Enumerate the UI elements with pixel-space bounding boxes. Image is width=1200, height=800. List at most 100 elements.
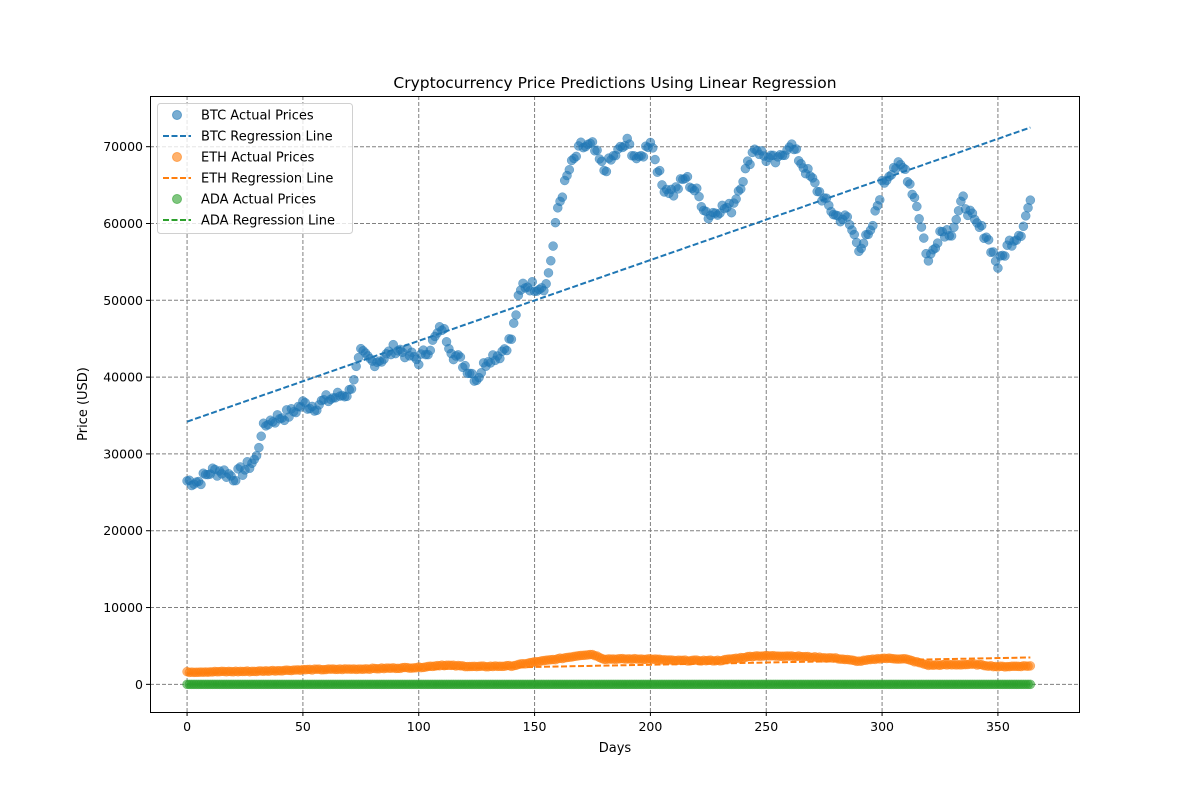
btc-actual-prices-point xyxy=(745,159,755,170)
legend-marker xyxy=(172,152,182,162)
y-tick-label: 0 xyxy=(135,677,143,692)
btc-actual-prices-point xyxy=(571,151,582,162)
btc-actual-prices-point xyxy=(951,214,961,225)
y-axis-label: Price (USD) xyxy=(76,367,91,441)
btc-actual-prices-point xyxy=(791,144,802,154)
btc-actual-prices-point xyxy=(548,241,558,251)
btc-actual-prices-point xyxy=(726,207,737,218)
btc-actual-prices-point xyxy=(650,154,660,165)
btc-actual-prices-point xyxy=(601,166,612,177)
btc-actual-prices-point xyxy=(868,220,878,231)
btc-actual-prices-point xyxy=(673,184,683,194)
legend: BTC Actual Prices BTC Regression Line ETH … xyxy=(157,103,353,234)
btc-actual-prices-point xyxy=(914,214,924,224)
btc-actual-prices-point xyxy=(511,310,521,320)
btc-actual-prices-point xyxy=(638,152,649,162)
y-tick-label: 70000 xyxy=(103,139,143,154)
eth-actual-prices-point xyxy=(1025,661,1036,671)
btc-actual-prices-point xyxy=(932,238,943,248)
btc-actual-prices-point xyxy=(682,171,693,182)
btc-actual-prices-point xyxy=(810,177,820,188)
btc-regression-line xyxy=(186,126,1031,423)
y-tick-label: 10000 xyxy=(103,600,143,615)
btc-actual-prices-point xyxy=(587,137,598,147)
btc-actual-prices-point xyxy=(506,334,517,345)
btc-actual-prices-point xyxy=(550,217,561,228)
btc-actual-prices-point xyxy=(546,256,556,266)
plot-series xyxy=(182,126,1036,690)
x-tick-label: 250 xyxy=(754,719,778,734)
btc-actual-prices-point xyxy=(425,345,436,356)
btc-actual-prices-point xyxy=(858,238,869,249)
btc-actual-prices-point xyxy=(976,220,987,231)
btc-actual-prices-point xyxy=(875,195,885,205)
y-tick-label: 60000 xyxy=(103,216,143,231)
x-tick-label: 50 xyxy=(295,719,311,734)
btc-actual-prices-point xyxy=(983,235,994,245)
btc-actual-prices-point xyxy=(691,183,702,193)
x-tick-label: 200 xyxy=(638,719,662,734)
x-tick-label: 0 xyxy=(183,719,191,734)
legend-label: BTC Regression Line xyxy=(201,130,333,145)
btc-actual-prices-point xyxy=(564,164,575,175)
btc-actual-prices-point xyxy=(557,192,568,202)
x-axis-label: Days xyxy=(599,741,632,756)
btc-actual-prices-point xyxy=(647,143,658,153)
y-tick-label: 40000 xyxy=(103,370,143,385)
btc-actual-prices-point xyxy=(905,179,915,189)
btc-actual-prices-point xyxy=(1025,195,1036,205)
legend-marker xyxy=(172,110,182,120)
legend-label: ETH Actual Prices xyxy=(201,151,315,166)
btc-actual-prices-point xyxy=(455,352,466,362)
btc-actual-prices-point xyxy=(413,359,424,370)
x-tick-label: 150 xyxy=(523,719,547,734)
y-tick-label: 20000 xyxy=(103,523,143,538)
btc-actual-prices-point xyxy=(916,222,927,232)
btc-actual-prices-point xyxy=(592,145,602,156)
btc-actual-prices-point xyxy=(912,201,922,212)
btc-actual-prices-point xyxy=(1016,231,1026,242)
btc-actual-prices-point xyxy=(958,191,968,201)
legend-label: ADA Regression Line xyxy=(201,214,335,229)
btc-actual-prices-point xyxy=(543,268,554,278)
x-tick-label: 350 xyxy=(986,719,1010,734)
btc-actual-prices-point xyxy=(508,318,519,328)
btc-actual-prices-point xyxy=(541,279,551,289)
btc-actual-prices-point xyxy=(251,451,262,461)
btc-actual-prices-point xyxy=(1020,211,1031,221)
btc-actual-prices-point xyxy=(654,165,665,176)
btc-actual-prices-point xyxy=(1000,251,1010,261)
btc-actual-prices-point xyxy=(909,192,920,203)
plot-frame xyxy=(150,96,1080,713)
btc-actual-prices-point xyxy=(502,345,512,356)
eth-regression-line xyxy=(187,656,1031,675)
ticks: 0 50 100 150 200 250 300 350 0 10000 20000 30000 400… xyxy=(103,139,1010,734)
btc-actual-prices-point xyxy=(346,384,357,394)
x-tick-label: 300 xyxy=(870,719,894,734)
btc-actual-prices-point xyxy=(849,229,860,240)
legend-label: BTC Actual Prices xyxy=(201,109,314,124)
btc-actual-prices-point xyxy=(254,442,264,453)
btc-actual-prices-point xyxy=(476,367,487,378)
eth-actual-prices xyxy=(182,649,1036,678)
btc-actual-prices-point xyxy=(919,233,929,243)
y-tick-label: 30000 xyxy=(103,446,143,461)
btc-actual-prices-point xyxy=(527,277,538,287)
btc-actual-prices-point xyxy=(946,231,957,241)
btc-actual-prices-point xyxy=(1018,221,1029,232)
y-tick-label: 50000 xyxy=(103,293,143,308)
btc-actual-prices-point xyxy=(256,431,266,441)
chart-title: Cryptocurrency Price Predictions Using L… xyxy=(393,74,836,92)
btc-actual-prices-point xyxy=(668,191,679,201)
btc-actual-prices xyxy=(182,133,1036,491)
btc-actual-prices-point xyxy=(230,475,241,486)
legend-label: ADA Actual Prices xyxy=(201,193,316,208)
btc-actual-prices-point xyxy=(731,194,741,204)
btc-actual-prices-point xyxy=(196,479,206,490)
legend-box xyxy=(157,103,353,234)
legend-marker xyxy=(172,194,182,204)
x-tick-label: 100 xyxy=(407,719,431,734)
btc-actual-prices-point xyxy=(993,263,1003,273)
btc-actual-prices-point xyxy=(842,212,853,222)
